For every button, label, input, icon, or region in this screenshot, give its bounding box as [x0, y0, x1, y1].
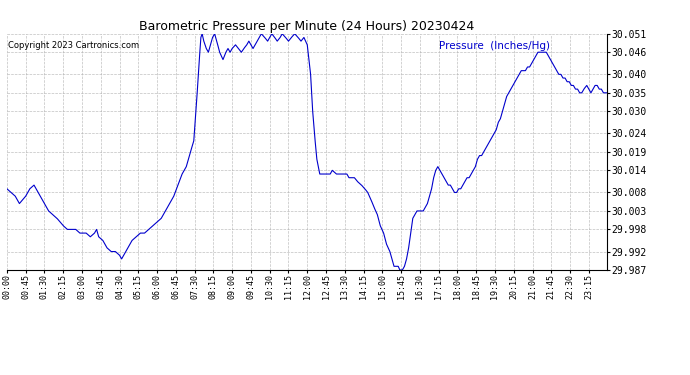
Text: Copyright 2023 Cartronics.com: Copyright 2023 Cartronics.com [8, 41, 139, 50]
Title: Barometric Pressure per Minute (24 Hours) 20230424: Barometric Pressure per Minute (24 Hours… [139, 20, 475, 33]
Text: Pressure  (Inches/Hg): Pressure (Inches/Hg) [439, 41, 550, 51]
